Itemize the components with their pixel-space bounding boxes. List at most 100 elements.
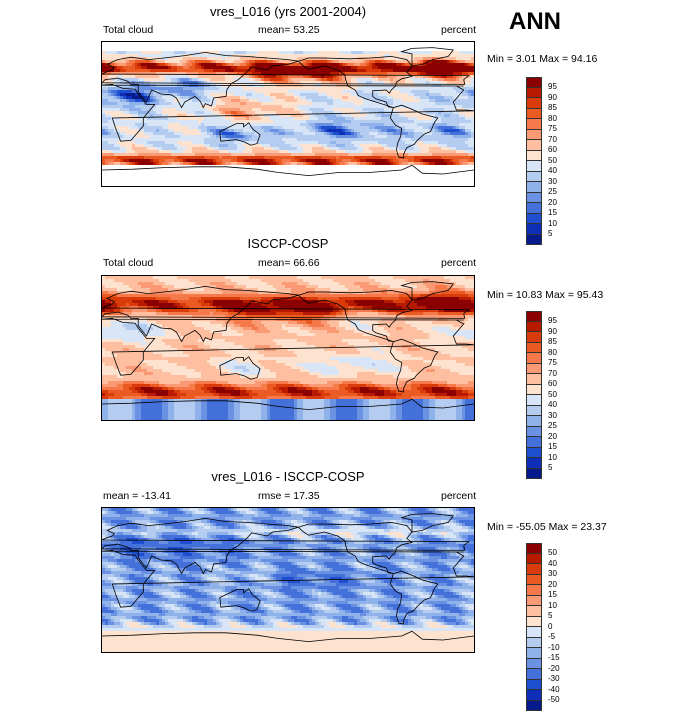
colorbar-swatch — [526, 311, 542, 322]
colorbar-swatch — [526, 332, 542, 343]
colorbar-swatch — [526, 172, 542, 183]
colorbar-swatch — [526, 214, 542, 225]
colorbar-tick-label: 85 — [548, 103, 557, 114]
colorbar-swatch — [526, 88, 542, 99]
colorbar-swatch — [526, 151, 542, 162]
colorbar-swatch — [526, 353, 542, 364]
colorbar-swatch — [526, 585, 542, 596]
colorbar-tick-label: 10 — [548, 453, 557, 464]
colorbar-swatch — [526, 596, 542, 607]
panel-2-map — [101, 275, 475, 421]
panel-1-map — [101, 41, 475, 187]
colorbar-tick-label: 40 — [548, 400, 557, 411]
panel-1-title: vres_L016 (yrs 2001-2004) — [0, 4, 576, 19]
colorbar-swatch — [526, 343, 542, 354]
colorbar-swatch — [526, 322, 542, 333]
colorbar-swatch — [526, 395, 542, 406]
panel-1-center-label: mean= 53.25 — [258, 24, 320, 36]
colorbar-swatch — [526, 193, 542, 204]
colorbar-tick-label: -10 — [548, 643, 560, 654]
colorbar-tick-label: 0 — [548, 622, 552, 633]
colorbar-tick-label: 15 — [548, 442, 557, 453]
colorbar-tick-label: -15 — [548, 653, 560, 664]
panel-2-center-label: mean= 66.66 — [258, 257, 320, 269]
colorbar-swatch — [526, 98, 542, 109]
colorbar-swatch — [526, 458, 542, 469]
colorbar-tick-label: 95 — [548, 82, 557, 93]
colorbar-swatch — [526, 648, 542, 659]
panel-3-colorbar — [526, 543, 542, 711]
colorbar-tick-label: 30 — [548, 177, 557, 188]
panel-2-colorbar — [526, 311, 542, 479]
colorbar-swatch — [526, 109, 542, 120]
colorbar-tick-label: 40 — [548, 166, 557, 177]
colorbar-tick-label: 90 — [548, 93, 557, 104]
panel-1-colorbar — [526, 77, 542, 245]
colorbar-tick-label: 60 — [548, 145, 557, 156]
colorbar-swatch — [526, 182, 542, 193]
colorbar-swatch — [526, 140, 542, 151]
colorbar-tick-label: 50 — [548, 156, 557, 167]
colorbar-swatch — [526, 203, 542, 214]
colorbar-swatch — [526, 701, 542, 711]
colorbar-swatch — [526, 543, 542, 554]
colorbar-swatch — [526, 130, 542, 141]
colorbar-swatch — [526, 119, 542, 130]
colorbar-swatch — [526, 564, 542, 575]
colorbar-swatch — [526, 554, 542, 565]
colorbar-tick-label: -20 — [548, 664, 560, 675]
colorbar-swatch — [526, 416, 542, 427]
panel-2-title: ISCCP-COSP — [0, 236, 576, 251]
colorbar-tick-label: 85 — [548, 337, 557, 348]
colorbar-tick-label: 5 — [548, 611, 552, 622]
colorbar-tick-label: -50 — [548, 695, 560, 706]
colorbar-swatch — [526, 575, 542, 586]
colorbar-swatch — [526, 374, 542, 385]
panel-1-units: percent — [441, 24, 476, 36]
colorbar-swatch — [526, 364, 542, 375]
colorbar-tick-label: -30 — [548, 674, 560, 685]
colorbar-swatch — [526, 437, 542, 448]
panel-2-left-label: Total cloud — [103, 257, 153, 269]
colorbar-swatch — [526, 427, 542, 438]
colorbar-swatch — [526, 77, 542, 88]
colorbar-swatch — [526, 617, 542, 628]
colorbar-tick-label: 70 — [548, 135, 557, 146]
panel-3-map — [101, 507, 475, 653]
colorbar-tick-label: 80 — [548, 114, 557, 125]
colorbar-swatch — [526, 680, 542, 691]
colorbar-tick-label: 10 — [548, 219, 557, 230]
colorbar-swatch — [526, 161, 542, 172]
panel-3-center-label: rmse = 17.35 — [258, 490, 320, 502]
colorbar-tick-label: 75 — [548, 124, 557, 135]
panel-1-left-label: Total cloud — [103, 24, 153, 36]
panel-2-minmax: Min = 10.83 Max = 95.43 — [487, 289, 603, 301]
panel-3-units: percent — [441, 490, 476, 502]
colorbar-tick-label: 10 — [548, 601, 557, 612]
colorbar-tick-label: 20 — [548, 432, 557, 443]
colorbar-swatch — [526, 638, 542, 649]
panel-3-left-label: mean = -13.41 — [103, 490, 171, 502]
colorbar-swatch — [526, 448, 542, 459]
panel-3-title: vres_L016 - ISCCP-COSP — [0, 469, 576, 484]
colorbar-tick-label: 15 — [548, 208, 557, 219]
colorbar-tick-label: 15 — [548, 590, 557, 601]
colorbar-tick-label: 30 — [548, 411, 557, 422]
colorbar-swatch — [526, 224, 542, 235]
colorbar-tick-label: 20 — [548, 580, 557, 591]
colorbar-swatch — [526, 406, 542, 417]
colorbar-tick-label: 40 — [548, 559, 557, 570]
colorbar-tick-label: -5 — [548, 632, 555, 643]
colorbar-tick-label: 25 — [548, 421, 557, 432]
panel-1-minmax: Min = 3.01 Max = 94.16 — [487, 53, 597, 65]
colorbar-swatch — [526, 669, 542, 680]
colorbar-swatch — [526, 659, 542, 670]
colorbar-tick-label: 90 — [548, 327, 557, 338]
colorbar-swatch — [526, 627, 542, 638]
colorbar-tick-label: 95 — [548, 316, 557, 327]
colorbar-tick-label: 60 — [548, 379, 557, 390]
panel-3-minmax: Min = -55.05 Max = 23.37 — [487, 521, 607, 533]
colorbar-tick-label: 25 — [548, 187, 557, 198]
colorbar-tick-label: -40 — [548, 685, 560, 696]
colorbar-tick-label: 20 — [548, 198, 557, 209]
